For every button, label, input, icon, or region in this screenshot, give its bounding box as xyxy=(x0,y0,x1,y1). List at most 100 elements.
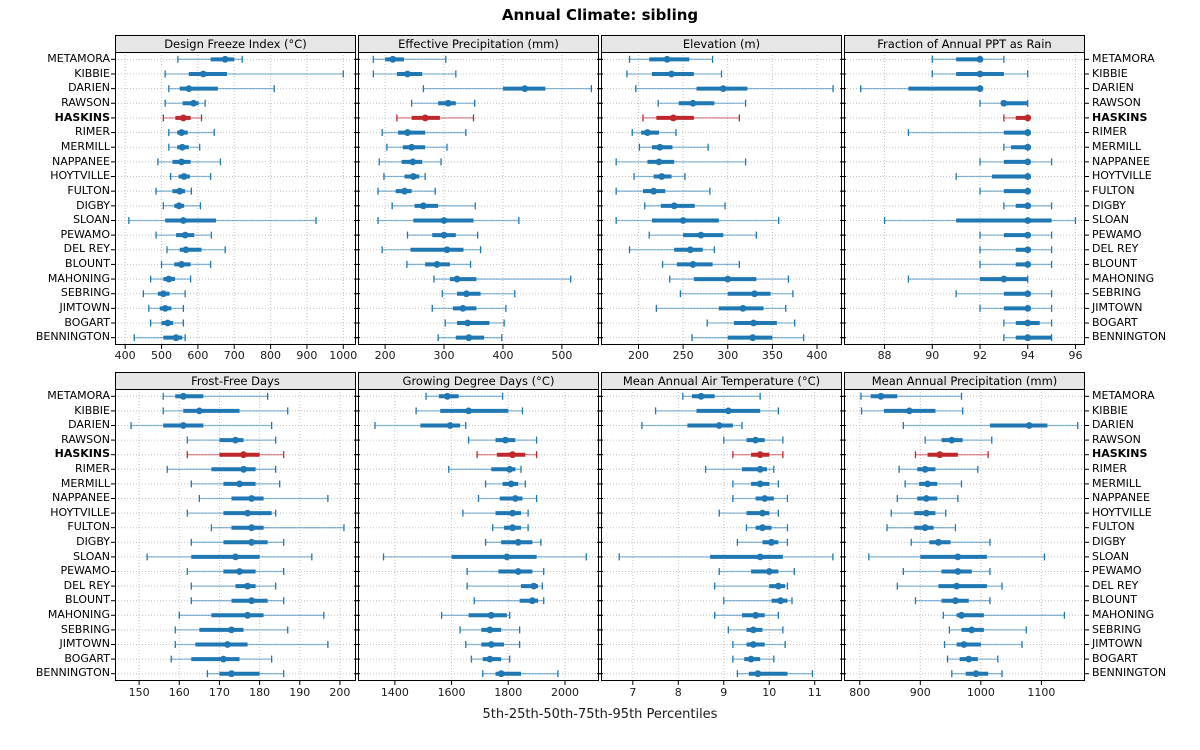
station-label-right-mahoning: MAHONING xyxy=(1092,271,1155,285)
percentile-marks-del-rey xyxy=(190,582,277,590)
median-dot xyxy=(1024,187,1032,195)
station-label-right-fulton: FULTON xyxy=(1092,183,1135,197)
panel-plot-frost-free-days xyxy=(111,389,360,685)
axis-tick-label-frost-free-days-200: 200 xyxy=(329,686,351,699)
station-label-right-blount: BLOUNT xyxy=(1092,257,1137,271)
median-dot xyxy=(1024,114,1032,122)
percentile-marks-kibbie xyxy=(626,70,723,78)
station-label-right-bogart: BOGART xyxy=(1092,651,1138,665)
station-label-left-rawson: RAWSON xyxy=(61,95,110,109)
median-dot xyxy=(159,290,167,298)
station-label-right-sebring: SEBRING xyxy=(1092,622,1142,636)
median-dot xyxy=(1024,304,1032,312)
median-dot xyxy=(756,480,764,488)
percentile-marks-blount xyxy=(473,597,545,605)
median-dot xyxy=(180,173,188,180)
median-dot xyxy=(244,611,251,619)
median-dot xyxy=(497,670,505,678)
median-dot xyxy=(960,641,968,648)
station-label-left-rimer: RIMER xyxy=(75,462,110,475)
station-label-left-jimtown: JIMTOWN xyxy=(59,301,110,315)
percentile-marks-nappanee xyxy=(979,158,1053,166)
percentile-marks-nappanee xyxy=(198,495,329,502)
percentile-marks-hoytville xyxy=(186,509,277,517)
median-dot xyxy=(444,99,452,107)
station-label-right-del-rey: DEL REY xyxy=(1092,578,1139,592)
median-dot xyxy=(528,597,536,605)
station-label-left-hoytville: HOYTVILLE xyxy=(50,505,110,519)
percentile-marks-bogart xyxy=(444,319,505,327)
percentile-marks-kibbie xyxy=(164,70,344,78)
page-title: Annual Climate: sibling xyxy=(501,6,699,24)
station-label-left-pewamo: PEWAMO xyxy=(60,227,110,241)
percentile-marks-jimtown xyxy=(174,641,329,648)
median-dot xyxy=(433,261,441,268)
percentile-marks-kibbie xyxy=(415,407,524,415)
percentile-marks-jimtown xyxy=(148,304,184,312)
station-label-right-rimer: RIMER xyxy=(1092,462,1127,475)
panel-border xyxy=(115,52,356,345)
median-dot xyxy=(185,85,193,93)
percentile-marks-sebring xyxy=(955,290,1053,298)
axis-tick-label-frost-free-days-170: 170 xyxy=(208,686,230,699)
percentile-marks-darien xyxy=(860,85,984,93)
percentile-marks-darien xyxy=(635,85,834,93)
median-dot xyxy=(655,158,663,166)
station-label-right-nappanee: NAPPANEE xyxy=(1092,491,1150,505)
percentile-marks-metamora xyxy=(372,55,447,63)
station-label-right-kibbie: KIBBIE xyxy=(1092,403,1128,417)
percentile-marks-sebring xyxy=(441,290,516,298)
median-dot xyxy=(968,626,976,634)
median-dot xyxy=(440,217,448,224)
percentile-marks-digby xyxy=(736,538,789,546)
median-dot xyxy=(443,392,451,400)
percentile-marks-blount xyxy=(723,597,793,605)
median-dot xyxy=(244,582,251,590)
percentile-marks-blount xyxy=(661,260,741,268)
station-label-left-haskins: HASKINS xyxy=(54,447,110,461)
percentile-marks-blount xyxy=(160,260,212,268)
median-dot xyxy=(1024,246,1032,254)
median-dot xyxy=(240,465,247,473)
median-dot xyxy=(954,568,962,575)
percentile-marks-rimer xyxy=(631,129,677,137)
median-dot xyxy=(181,231,189,239)
median-dot xyxy=(176,187,184,195)
percentile-marks-del-rey xyxy=(714,582,789,590)
station-label-right-mermill: MERMILL xyxy=(1092,476,1142,490)
percentile-marks-mahoning xyxy=(149,275,192,283)
station-label-left-fulton: FULTON xyxy=(67,183,110,197)
median-dot xyxy=(465,334,473,342)
median-dot xyxy=(486,626,494,634)
station-label-right-sloan: SLOAN xyxy=(1092,549,1129,563)
percentile-marks-hoytville xyxy=(890,509,947,517)
axis-tick-label-elevation-m-200: 200 xyxy=(627,349,649,362)
station-label-right-blount: BLOUNT xyxy=(1092,593,1137,607)
percentile-marks-rimer xyxy=(168,129,215,137)
percentile-marks-mahoning xyxy=(669,275,790,283)
median-dot xyxy=(389,55,397,63)
percentile-marks-blount xyxy=(979,260,1053,268)
panel-strip-growing-degree-days-c: Growing Degree Days (°C) xyxy=(358,372,599,389)
median-dot xyxy=(511,495,519,502)
median-dot xyxy=(921,524,929,532)
panel-strip-mean-annual-air-temperature-c: Mean Annual Air Temperature (°C) xyxy=(601,372,842,389)
median-dot xyxy=(459,304,467,312)
percentile-marks-bogart xyxy=(706,319,796,327)
percentile-marks-metamora xyxy=(931,55,1005,63)
median-dot xyxy=(420,202,427,210)
median-dot xyxy=(954,553,962,561)
percentile-marks-digby xyxy=(910,538,991,546)
percentile-marks-sebring xyxy=(679,290,794,298)
axis-tick-label-design-freeze-index-c-700: 700 xyxy=(223,349,245,362)
percentile-marks-sloan xyxy=(615,216,780,224)
station-label-right-sebring: SEBRING xyxy=(1092,286,1142,300)
median-dot xyxy=(178,129,185,136)
axis-tick-label-frost-free-days-150: 150 xyxy=(128,686,150,699)
median-dot xyxy=(719,85,727,93)
median-dot xyxy=(761,495,769,502)
percentile-marks-fulton xyxy=(210,524,345,532)
percentile-marks-rawson xyxy=(723,436,784,444)
median-dot xyxy=(747,655,755,663)
median-dot xyxy=(724,407,732,415)
